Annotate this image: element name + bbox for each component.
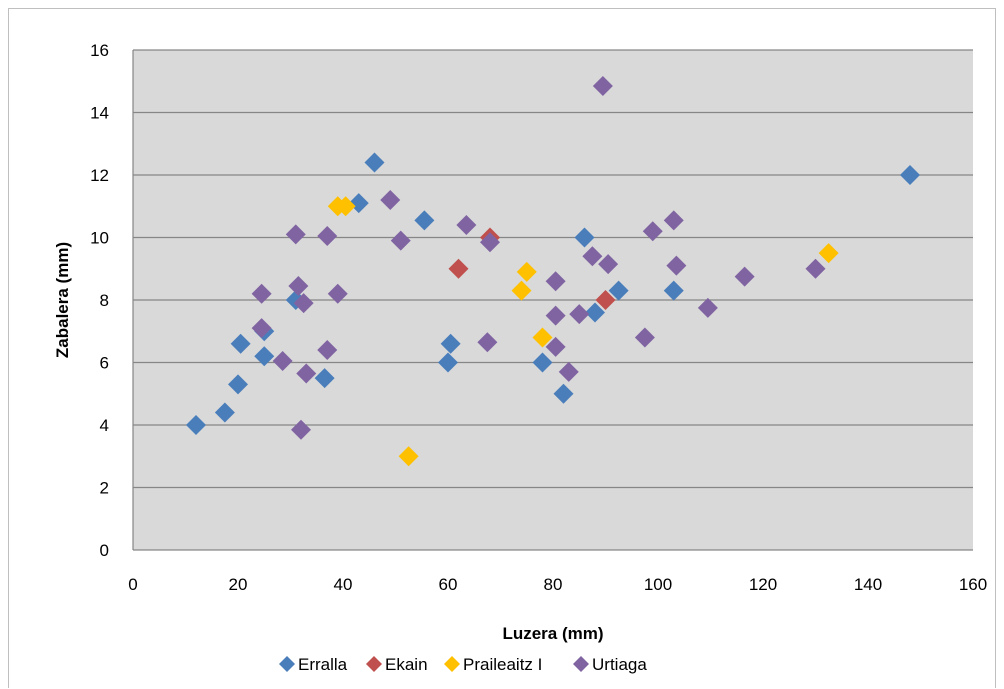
y-tick-label: 12 [90, 166, 109, 185]
data-point-urtiaga [380, 190, 401, 210]
data-point-erralla [608, 280, 629, 301]
data-point-praileaitz-i [818, 243, 839, 264]
data-point-erralla [663, 280, 684, 301]
data-point-erralla [214, 402, 235, 423]
data-point-erralla [532, 352, 553, 373]
data-point-erralla [364, 152, 385, 173]
data-point-erralla [438, 352, 458, 373]
data-point-urtiaga [288, 275, 309, 296]
data-point-praileaitz-i [532, 327, 553, 348]
y-axis-title: Zabalera (mm) [53, 242, 72, 358]
data-point-urtiaga [569, 304, 590, 325]
data-points [186, 75, 920, 467]
legend-label-urtiaga: Urtiaga [592, 655, 647, 674]
data-point-urtiaga [734, 266, 755, 287]
data-point-erralla [186, 415, 206, 435]
data-point-erralla [553, 383, 574, 404]
data-point-erralla [574, 227, 595, 248]
data-point-urtiaga [251, 318, 272, 339]
data-point-ekain [595, 290, 616, 310]
data-point-erralla [254, 346, 275, 367]
data-point-urtiaga [293, 293, 314, 314]
data-point-urtiaga [545, 271, 566, 292]
x-axis-title: Luzera (mm) [502, 624, 603, 643]
data-point-urtiaga [642, 221, 663, 242]
legend-label-praileaitz-i: Praileaitz I [463, 655, 542, 674]
x-tick-label: 80 [544, 575, 563, 594]
x-tick-label: 100 [644, 575, 672, 594]
x-tick-label: 0 [128, 575, 137, 594]
data-point-urtiaga [285, 224, 306, 245]
data-point-urtiaga [390, 230, 411, 251]
y-tick-label: 0 [100, 541, 109, 560]
data-point-urtiaga [317, 340, 338, 360]
data-point-erralla [414, 210, 435, 231]
data-point-urtiaga [477, 332, 498, 353]
data-point-praileaitz-i [511, 280, 532, 301]
legend-marker-ekain [366, 656, 382, 672]
data-point-urtiaga [545, 336, 566, 357]
data-point-praileaitz-i [398, 446, 419, 467]
data-point-urtiaga [317, 225, 338, 246]
data-point-urtiaga [456, 215, 477, 235]
data-point-urtiaga [251, 283, 272, 304]
x-tick-label: 160 [959, 575, 987, 594]
data-point-urtiaga [272, 350, 293, 371]
data-point-urtiaga [663, 210, 684, 231]
y-tick-label: 16 [90, 41, 109, 60]
x-tick-label: 40 [334, 575, 353, 594]
data-point-ekain [448, 258, 469, 279]
x-tick-label: 140 [854, 575, 882, 594]
data-point-urtiaga [582, 246, 603, 267]
legend-label-erralla: Erralla [298, 655, 348, 674]
y-tick-label: 8 [100, 291, 109, 310]
data-point-erralla [585, 302, 605, 323]
data-point-urtiaga [291, 419, 311, 440]
data-point-erralla [900, 165, 920, 185]
data-point-urtiaga [327, 283, 348, 304]
x-axis-ticks: 0 20 40 60 80 100 120 140 160 [128, 575, 987, 594]
data-point-urtiaga [545, 305, 566, 326]
y-tick-label: 6 [100, 354, 109, 373]
data-point-urtiaga [805, 258, 826, 279]
data-point-erralla [440, 333, 461, 354]
y-tick-label: 10 [90, 229, 109, 248]
legend-marker-erralla [279, 656, 295, 672]
data-point-urtiaga [558, 361, 579, 382]
y-tick-label: 14 [90, 104, 109, 123]
data-point-urtiaga [697, 297, 718, 318]
data-point-urtiaga [480, 232, 500, 253]
data-point-urtiaga [592, 75, 613, 96]
legend: Erralla Ekain Praileaitz I Urtiaga [279, 655, 647, 674]
gridlines [132, 49, 973, 551]
data-point-urtiaga [598, 254, 619, 275]
data-point-praileaitz-i [335, 196, 356, 217]
legend-marker-praileaitz-i [444, 656, 460, 672]
y-tick-label: 2 [100, 479, 109, 498]
data-point-urtiaga [296, 363, 317, 384]
legend-marker-urtiaga [573, 656, 589, 672]
data-point-urtiaga [666, 255, 687, 276]
x-tick-label: 20 [229, 575, 248, 594]
data-point-erralla [228, 374, 248, 395]
y-axis-ticks: 0 2 4 6 8 10 12 14 16 [90, 41, 109, 560]
data-point-urtiaga [634, 327, 655, 348]
data-point-erralla [314, 368, 335, 389]
legend-label-ekain: Ekain [385, 655, 428, 674]
data-point-erralla [230, 333, 251, 354]
x-tick-label: 60 [439, 575, 458, 594]
y-tick-label: 4 [100, 416, 109, 435]
x-tick-label: 120 [749, 575, 777, 594]
data-point-praileaitz-i [516, 261, 537, 282]
